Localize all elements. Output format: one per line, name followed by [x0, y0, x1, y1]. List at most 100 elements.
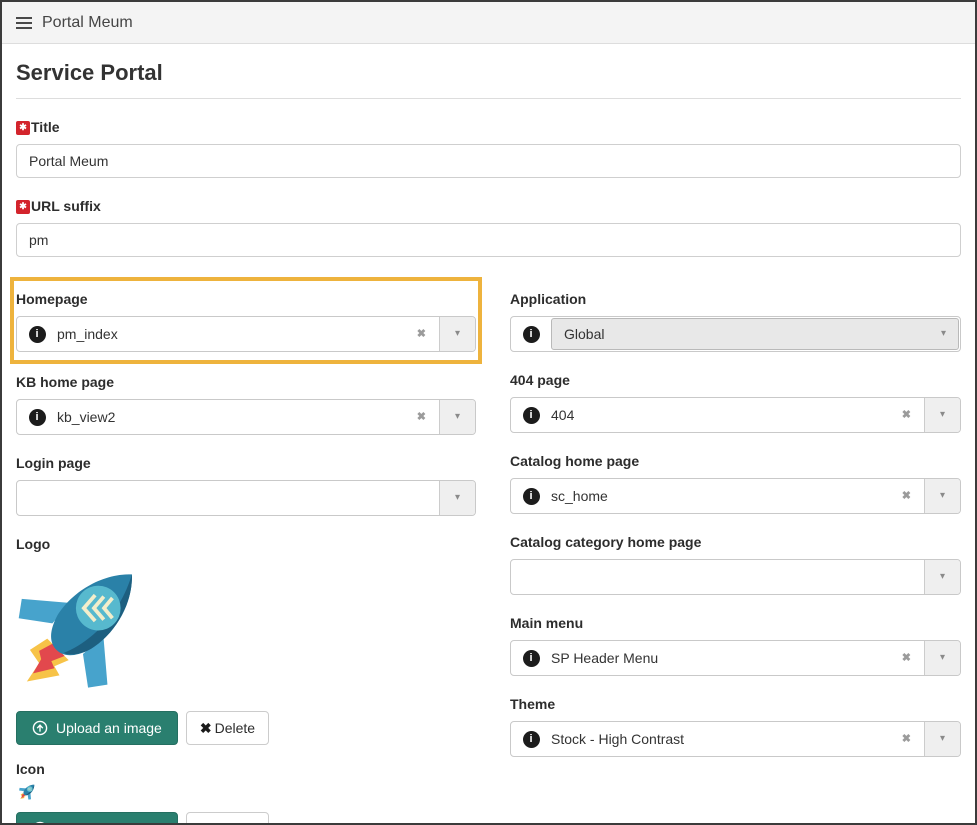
chevron-down-icon: ▾	[454, 492, 461, 503]
url-suffix-field-group: ✱ URL suffix	[16, 198, 961, 257]
url-suffix-label: ✱ URL suffix	[16, 198, 961, 215]
logo-delete-button[interactable]: ✖ Delete	[185, 711, 270, 745]
catalog-category-home-page-reference-field: ▾	[510, 559, 961, 595]
info-circle-icon[interactable]: i	[17, 317, 57, 351]
application-readonly-field: i Global ▾	[510, 316, 961, 352]
chevron-down-icon: ▾	[454, 328, 461, 339]
x-clear-icon[interactable]: ✖	[416, 327, 426, 340]
kb-home-page-dropdown-button[interactable]: ▾	[439, 400, 475, 434]
main-menu-label: Main menu	[510, 615, 584, 631]
chevron-down-icon: ▾	[939, 652, 946, 663]
theme-label: Theme	[510, 696, 556, 712]
catalog-home-page-dropdown-button[interactable]: ▾	[924, 479, 960, 513]
header-bar: Portal Meum	[2, 2, 975, 44]
info-circle-icon[interactable]: i	[511, 317, 551, 351]
catalog-home-page-label: Catalog home page	[510, 453, 640, 469]
page-title: Service Portal	[16, 60, 961, 99]
header-title: Portal Meum	[42, 13, 133, 31]
application-label: Application	[510, 291, 587, 307]
x-clear-icon[interactable]: ✖	[416, 410, 426, 423]
left-column: Homepage i ✖ ▾ KB home page	[10, 277, 482, 825]
logo-field-group: Logo Upload an image ✖ Delete	[16, 536, 476, 745]
icon-upload-button[interactable]: Upload an image	[16, 812, 178, 825]
kb-home-page-field-group: KB home page i ✖ ▾	[16, 374, 476, 435]
catalog-category-home-page-dropdown-button[interactable]: ▾	[924, 560, 960, 594]
login-page-input[interactable]	[17, 481, 439, 515]
rocket-icon-image	[18, 782, 38, 802]
catalog-category-home-page-label: Catalog category home page	[510, 534, 702, 550]
application-field-group: Application i Global ▾	[510, 291, 961, 352]
catalog-category-home-page-field-group: Catalog category home page ▾	[510, 534, 961, 595]
login-page-reference-field: ▾	[16, 480, 476, 516]
catalog-home-page-input[interactable]	[551, 479, 889, 513]
catalog-home-page-field-group: Catalog home page i ✖ ▾	[510, 453, 961, 514]
catalog-category-home-page-input[interactable]	[511, 560, 924, 594]
logo-label: Logo	[16, 536, 51, 552]
login-page-label: Login page	[16, 455, 91, 471]
rocket-logo-image	[10, 555, 160, 705]
main-menu-dropdown-button[interactable]: ▾	[924, 641, 960, 675]
theme-field-group: Theme i ✖ ▾	[510, 696, 961, 757]
main-menu-reference-field: i ✖ ▾	[510, 640, 961, 676]
x-clear-icon[interactable]: ✖	[901, 489, 911, 502]
main-menu-input[interactable]	[551, 641, 889, 675]
login-page-field-group: Login page ▾	[16, 455, 476, 516]
chevron-down-icon: ▾	[939, 409, 946, 420]
form-columns: Homepage i ✖ ▾ KB home page	[10, 277, 961, 825]
page-404-input[interactable]	[551, 398, 889, 432]
info-circle-icon[interactable]: i	[511, 641, 551, 675]
title-label: ✱ Title	[16, 119, 961, 136]
url-suffix-input[interactable]	[16, 223, 961, 257]
chevron-down-icon: ▾	[939, 490, 946, 501]
form-content: Service Portal ✱ Title ✱ URL suffix Home	[2, 60, 975, 825]
info-circle-icon[interactable]: i	[511, 398, 551, 432]
required-icon: ✱	[16, 120, 30, 135]
icon-field-group: Icon Upload an image ✖ Delete	[16, 761, 476, 825]
main-menu-field-group: Main menu i ✖ ▾	[510, 615, 961, 676]
hamburger-menu-icon[interactable]	[16, 16, 32, 29]
theme-input[interactable]	[551, 722, 889, 756]
chevron-down-icon: ▾	[939, 733, 946, 744]
homepage-label: Homepage	[16, 291, 88, 307]
icon-button-row: Upload an image ✖ Delete	[16, 812, 476, 825]
theme-dropdown-button[interactable]: ▾	[924, 722, 960, 756]
icon-label: Icon	[16, 761, 45, 777]
kb-home-page-label: KB home page	[16, 374, 115, 390]
login-page-dropdown-button[interactable]: ▾	[439, 481, 475, 515]
required-icon: ✱	[16, 199, 30, 214]
title-input[interactable]	[16, 144, 961, 178]
x-icon: ✖	[200, 822, 212, 823]
chevron-down-icon: ▾	[454, 411, 461, 422]
logo-button-row: Upload an image ✖ Delete	[16, 711, 476, 745]
page-404-field-group: 404 page i ✖ ▾	[510, 372, 961, 433]
x-clear-icon[interactable]: ✖	[901, 732, 911, 745]
x-clear-icon[interactable]: ✖	[901, 651, 911, 664]
info-circle-icon[interactable]: i	[511, 722, 551, 756]
kb-home-page-reference-field: i ✖ ▾	[16, 399, 476, 435]
icon-delete-button[interactable]: ✖ Delete	[185, 812, 270, 823]
info-circle-icon[interactable]: i	[17, 400, 57, 434]
x-clear-icon[interactable]: ✖	[901, 408, 911, 421]
arrow-up-circle-icon	[32, 720, 48, 736]
logo-upload-button[interactable]: Upload an image	[16, 711, 178, 745]
homepage-reference-field: i ✖ ▾	[16, 316, 476, 352]
arrow-up-circle-icon	[32, 821, 48, 825]
x-icon: ✖	[199, 720, 212, 736]
chevron-down-icon: ▾	[940, 328, 946, 339]
title-field-group: ✱ Title	[16, 119, 961, 178]
page-404-reference-field: i ✖ ▾	[510, 397, 961, 433]
application-select: Global ▾	[551, 318, 959, 350]
homepage-dropdown-button[interactable]: ▾	[439, 317, 475, 351]
page-404-dropdown-button[interactable]: ▾	[924, 398, 960, 432]
homepage-highlight-box: Homepage i ✖ ▾	[10, 277, 482, 364]
info-circle-icon[interactable]: i	[511, 479, 551, 513]
kb-home-page-input[interactable]	[57, 400, 404, 434]
chevron-down-icon: ▾	[939, 571, 946, 582]
right-column: Application i Global ▾ 404 page i ✖	[510, 277, 961, 823]
homepage-input[interactable]	[57, 317, 404, 351]
theme-reference-field: i ✖ ▾	[510, 721, 961, 757]
homepage-field-group: Homepage i ✖ ▾	[16, 291, 476, 352]
page-404-label: 404 page	[510, 372, 570, 388]
catalog-home-page-reference-field: i ✖ ▾	[510, 478, 961, 514]
